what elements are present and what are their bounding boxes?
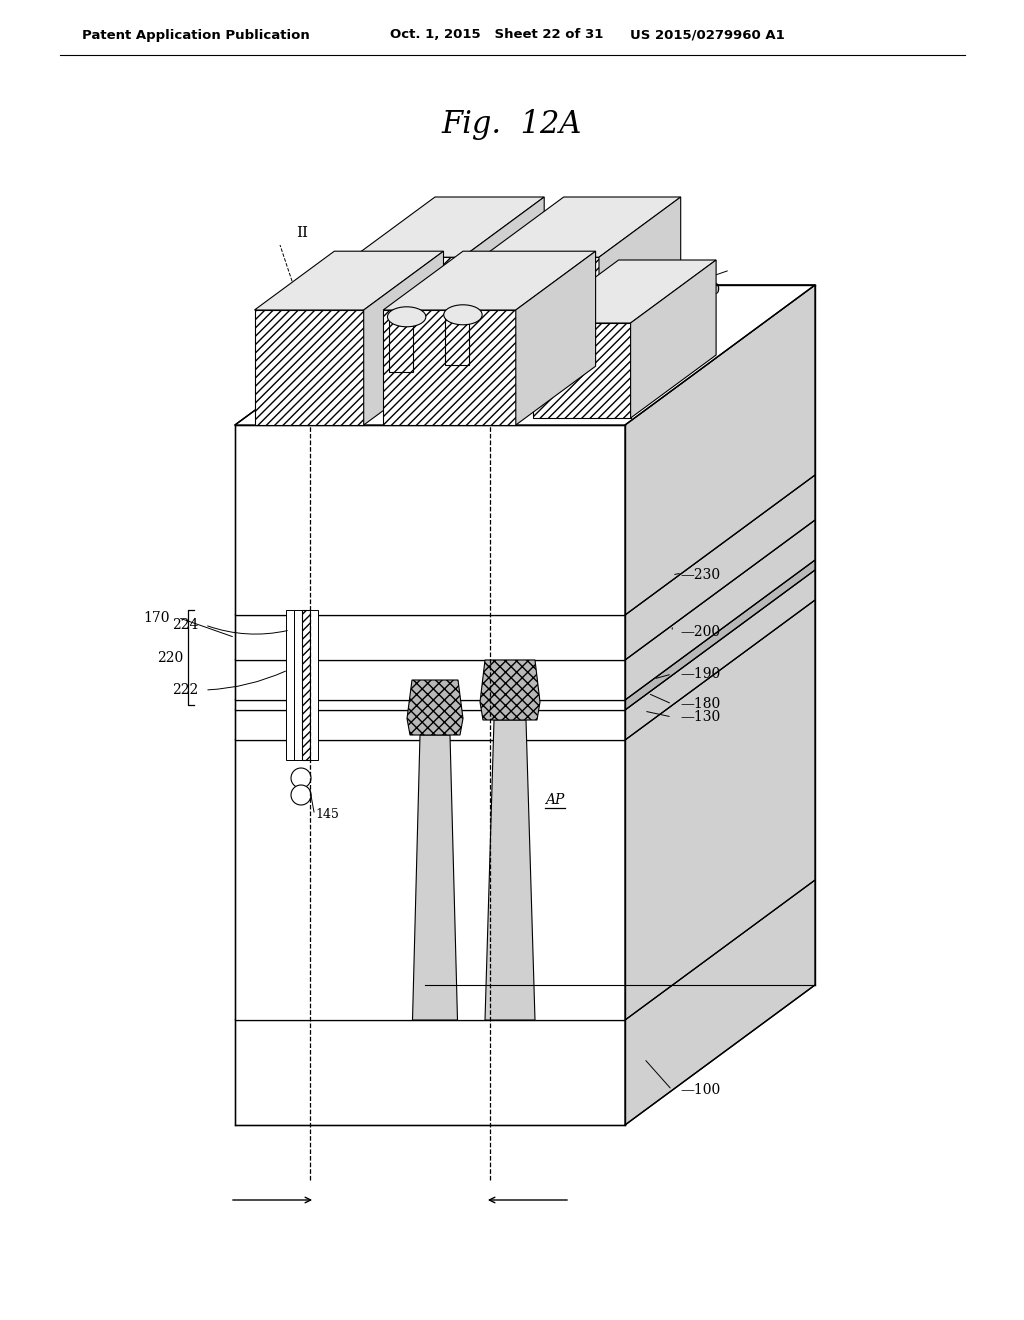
- Polygon shape: [383, 251, 596, 310]
- Polygon shape: [234, 520, 815, 660]
- Polygon shape: [255, 366, 443, 425]
- Polygon shape: [625, 880, 815, 1125]
- Text: 145: 145: [315, 808, 339, 821]
- Polygon shape: [625, 560, 815, 710]
- Text: —190: —190: [680, 667, 720, 681]
- Text: —200: —200: [680, 624, 720, 639]
- Polygon shape: [294, 610, 302, 760]
- Polygon shape: [625, 520, 815, 700]
- Polygon shape: [255, 310, 364, 425]
- Polygon shape: [353, 257, 463, 352]
- Text: —130: —130: [680, 710, 720, 723]
- Polygon shape: [234, 880, 815, 1020]
- Text: US 2015/0279960 A1: US 2015/0279960 A1: [630, 29, 784, 41]
- Text: Oct. 1, 2015   Sheet 22 of 31: Oct. 1, 2015 Sheet 22 of 31: [390, 29, 603, 41]
- Polygon shape: [234, 710, 625, 741]
- Polygon shape: [407, 680, 463, 735]
- Text: II': II': [498, 370, 512, 383]
- Text: II: II: [296, 226, 308, 240]
- Polygon shape: [234, 601, 815, 741]
- Polygon shape: [534, 323, 631, 418]
- Polygon shape: [625, 285, 815, 615]
- Polygon shape: [625, 475, 815, 660]
- Polygon shape: [631, 260, 716, 418]
- Polygon shape: [480, 660, 540, 719]
- Polygon shape: [364, 251, 443, 425]
- Polygon shape: [482, 292, 681, 352]
- Polygon shape: [234, 425, 625, 615]
- Polygon shape: [234, 741, 625, 1020]
- Text: Fig.  12A: Fig. 12A: [441, 110, 583, 140]
- Polygon shape: [234, 700, 625, 710]
- Polygon shape: [383, 310, 516, 425]
- Polygon shape: [625, 601, 815, 1020]
- Ellipse shape: [291, 768, 311, 788]
- Ellipse shape: [291, 785, 311, 805]
- Ellipse shape: [443, 305, 482, 325]
- Polygon shape: [234, 1020, 625, 1125]
- Polygon shape: [234, 285, 815, 425]
- Polygon shape: [234, 570, 815, 710]
- Polygon shape: [485, 719, 535, 1020]
- Polygon shape: [286, 610, 294, 760]
- Text: 222: 222: [172, 682, 198, 697]
- Polygon shape: [482, 257, 599, 352]
- Polygon shape: [482, 197, 681, 257]
- Polygon shape: [413, 735, 458, 1020]
- Polygon shape: [234, 660, 625, 700]
- Polygon shape: [255, 251, 443, 310]
- Polygon shape: [234, 475, 815, 615]
- Text: 170: 170: [143, 610, 170, 624]
- Polygon shape: [625, 570, 815, 741]
- Polygon shape: [234, 285, 815, 425]
- Polygon shape: [353, 197, 544, 257]
- Polygon shape: [302, 610, 310, 760]
- Polygon shape: [516, 251, 596, 425]
- Polygon shape: [310, 610, 318, 760]
- Polygon shape: [234, 560, 815, 700]
- Text: —230: —230: [680, 568, 720, 582]
- Polygon shape: [234, 615, 625, 660]
- Polygon shape: [534, 260, 716, 323]
- Text: —100: —100: [680, 1082, 720, 1097]
- Text: —180: —180: [680, 697, 720, 711]
- Text: AP: AP: [545, 793, 564, 807]
- Polygon shape: [599, 197, 681, 352]
- Polygon shape: [389, 317, 413, 372]
- Polygon shape: [445, 314, 469, 364]
- Text: Patent Application Publication: Patent Application Publication: [82, 29, 309, 41]
- Ellipse shape: [387, 306, 426, 327]
- Text: 220: 220: [157, 651, 183, 664]
- Polygon shape: [463, 197, 544, 352]
- Text: —250: —250: [680, 282, 720, 297]
- Text: 224: 224: [172, 618, 198, 632]
- Polygon shape: [534, 355, 716, 418]
- Polygon shape: [353, 292, 544, 352]
- Text: I': I': [628, 226, 638, 240]
- Polygon shape: [383, 366, 596, 425]
